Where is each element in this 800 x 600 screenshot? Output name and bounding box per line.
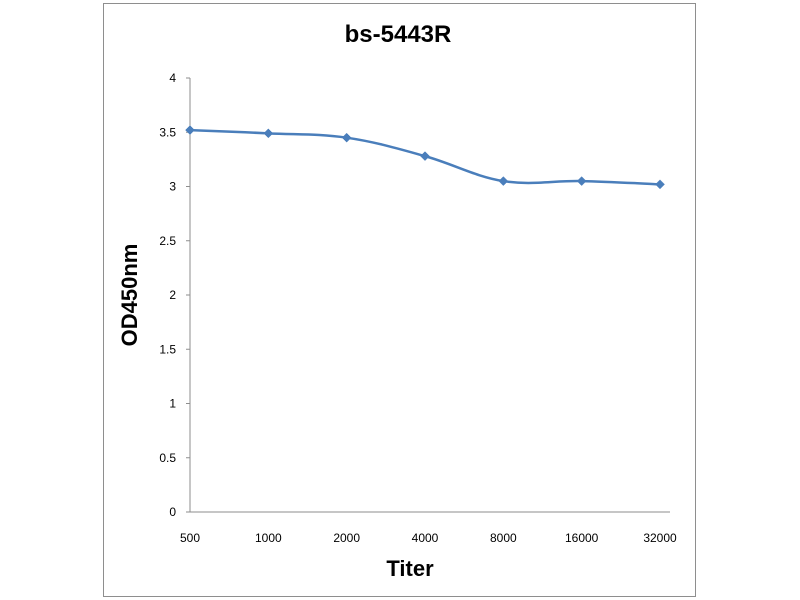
chart-frame	[103, 3, 696, 597]
data-point	[185, 125, 195, 135]
y-tick-label: 2	[169, 288, 176, 302]
series-plot	[185, 125, 665, 190]
y-axis-title: OD450nm	[117, 244, 142, 347]
x-tick-label: 1000	[255, 531, 282, 545]
x-tick-label: 4000	[412, 531, 439, 545]
y-tick-label: 3.5	[159, 125, 176, 139]
data-point	[263, 128, 274, 139]
y-tick-label: 0.5	[159, 451, 176, 465]
x-tick-label: 16000	[565, 531, 599, 545]
x-tick-label: 32000	[643, 531, 677, 545]
x-axis-title: Titer	[386, 556, 434, 581]
y-tick-label: 2.5	[159, 234, 176, 248]
axes	[189, 78, 670, 513]
y-tick-label: 0	[169, 505, 176, 519]
x-tick-label: 2000	[333, 531, 360, 545]
x-tick-label: 8000	[490, 531, 517, 545]
chart-title: bs-5443R	[345, 21, 452, 48]
x-tick-label: 500	[180, 531, 200, 545]
y-tick-label: 1.5	[159, 342, 176, 356]
data-point	[655, 179, 665, 190]
data-point	[341, 132, 352, 143]
y-tick-label: 4	[169, 71, 176, 85]
x-tick-labels: 500 1000 2000 4000 8000 16000 32000	[180, 531, 677, 545]
y-tick-labels: 0 0.5 1 1.5 2 2.5 3 3.5 4	[159, 71, 190, 519]
y-tick-label: 1	[169, 397, 176, 411]
data-point	[498, 176, 509, 186]
data-point	[420, 151, 430, 161]
y-tick-label: 3	[169, 180, 176, 194]
data-point	[576, 176, 587, 186]
